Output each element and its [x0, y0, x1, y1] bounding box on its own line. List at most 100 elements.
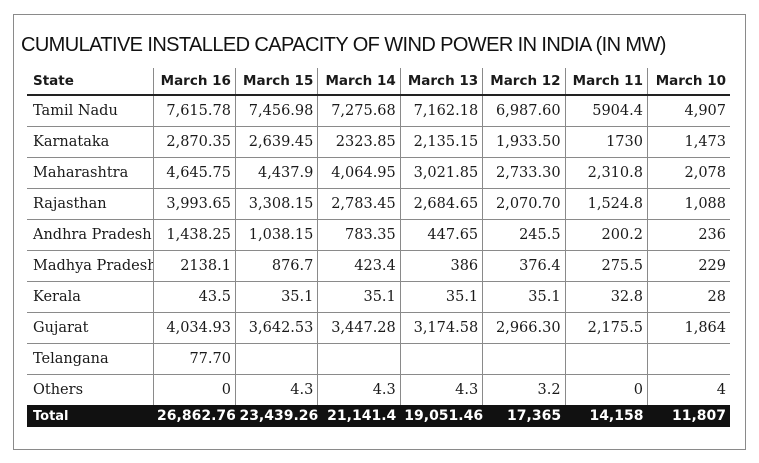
capacity-cell: 32.8: [564, 281, 648, 313]
header-march-12: March 12: [482, 68, 566, 96]
capacity-cell: [482, 343, 566, 375]
capacity-cell: 1,438.25: [152, 219, 236, 251]
total-cell: 11,807: [647, 405, 730, 427]
table-row: Madhya Pradesh 2138.1 876.7 423.4 386 376.4 27…: [27, 250, 730, 282]
table-row: Maharashtra 4,645.75 4,437.9 4,064.95 3,021.…: [27, 157, 730, 189]
capacity-cell: 2138.1: [152, 250, 236, 282]
state-name: Others: [27, 374, 154, 405]
header-march-10: March 10: [646, 68, 730, 96]
capacity-cell: 3,447.28: [317, 312, 401, 344]
total-cell: 19,051.46: [400, 405, 483, 427]
capacity-cell: 1,524.8: [564, 188, 648, 220]
state-name: Kerala: [27, 281, 154, 313]
capacity-cell: 5904.4: [564, 95, 648, 127]
capacity-cell: 386: [399, 250, 483, 282]
capacity-cell: 3,308.15: [234, 188, 318, 220]
table-row: Karnataka 2,870.35 2,639.45 2323.85 2,135.15…: [27, 126, 730, 158]
capacity-cell: [234, 343, 318, 375]
capacity-cell: 4.3: [317, 374, 401, 405]
table-frame: [13, 14, 746, 450]
capacity-cell: 2,070.70: [482, 188, 566, 220]
header-march-15: March 15: [234, 68, 318, 96]
capacity-cell: 35.1: [317, 281, 401, 313]
header-state: State: [27, 68, 154, 96]
table-row: Tamil Nadu 7,615.78 7,456.98 7,275.68 7,162.…: [27, 95, 730, 127]
capacity-cell: 35.1: [399, 281, 483, 313]
capacity-cell: 2,870.35: [152, 126, 236, 158]
capacity-cell: 28: [646, 281, 730, 313]
capacity-cell: 423.4: [317, 250, 401, 282]
capacity-cell: 783.35: [317, 219, 401, 251]
total-cell: 14,158: [565, 405, 648, 427]
table-row: Telangana 77.70: [27, 343, 730, 375]
total-label: Total: [27, 405, 154, 427]
capacity-cell: 7,615.78: [152, 95, 236, 127]
capacity-cell: 1730: [564, 126, 648, 158]
capacity-cell: 1,473: [646, 126, 730, 158]
total-cell: 26,862.76: [153, 405, 236, 427]
capacity-cell: 2323.85: [317, 126, 401, 158]
capacity-cell: 3,174.58: [399, 312, 483, 344]
header-march-11: March 11: [564, 68, 648, 96]
capacity-cell: 1,933.50: [482, 126, 566, 158]
total-cell: 23,439.26: [235, 405, 318, 427]
capacity-cell: 2,078: [646, 157, 730, 189]
capacity-cell: 3,021.85: [399, 157, 483, 189]
header-march-14: March 14: [317, 68, 401, 96]
state-name: Andhra Pradesh: [27, 219, 154, 251]
capacity-cell: 4,907: [646, 95, 730, 127]
wind-capacity-table: State March 16 March 15 March 14 March 1…: [27, 68, 730, 427]
capacity-cell: 236: [646, 219, 730, 251]
header-row: State March 16 March 15 March 14 March 1…: [27, 68, 730, 96]
state-name: Gujarat: [27, 312, 154, 344]
capacity-cell: [317, 343, 401, 375]
capacity-cell: 4.3: [234, 374, 318, 405]
capacity-cell: 43.5: [152, 281, 236, 313]
capacity-cell: 229: [646, 250, 730, 282]
capacity-cell: 4,034.93: [152, 312, 236, 344]
capacity-cell: 4.3: [399, 374, 483, 405]
capacity-cell: 2,639.45: [234, 126, 318, 158]
capacity-cell: 4,064.95: [317, 157, 401, 189]
capacity-cell: 35.1: [234, 281, 318, 313]
capacity-cell: 7,162.18: [399, 95, 483, 127]
capacity-cell: 77.70: [152, 343, 236, 375]
header-march-16: March 16: [152, 68, 236, 96]
header-march-13: March 13: [399, 68, 483, 96]
capacity-cell: 4,437.9: [234, 157, 318, 189]
capacity-cell: 2,783.45: [317, 188, 401, 220]
capacity-cell: 447.65: [399, 219, 483, 251]
total-cell: 17,365: [482, 405, 566, 427]
capacity-cell: 0: [152, 374, 236, 405]
capacity-cell: 1,088: [646, 188, 730, 220]
capacity-cell: 4: [646, 374, 730, 405]
capacity-cell: 245.5: [482, 219, 566, 251]
state-name: Telangana: [27, 343, 154, 375]
capacity-cell: 2,966.30: [482, 312, 566, 344]
table-title: CUMULATIVE INSTALLED CAPACITY OF WIND PO…: [21, 34, 666, 56]
capacity-cell: [646, 343, 730, 375]
table-row: Andhra Pradesh 1,438.25 1,038.15 783.35 447.…: [27, 219, 730, 251]
state-name: Tamil Nadu: [33, 103, 118, 119]
table-row: Rajasthan 3,993.65 3,308.15 2,783.45 2,684.6…: [27, 188, 730, 220]
capacity-cell: 376.4: [482, 250, 566, 282]
capacity-cell: 3.2: [482, 374, 566, 405]
table-row: Others 0 4.3 4.3 4.3 3.2 0 4: [27, 374, 730, 405]
capacity-cell: 2,175.5: [564, 312, 648, 344]
capacity-cell: 7,456.98: [234, 95, 318, 127]
capacity-cell: 2,684.65: [399, 188, 483, 220]
capacity-cell: 876.7: [234, 250, 318, 282]
capacity-cell: 2,310.8: [564, 157, 648, 189]
capacity-cell: 6,987.60: [482, 95, 566, 127]
capacity-cell: 2,733.30: [482, 157, 566, 189]
table-row: Gujarat 4,034.93 3,642.53 3,447.28 3,174.58 2…: [27, 312, 730, 344]
capacity-cell: 200.2: [564, 219, 648, 251]
state-name: Karnataka: [27, 126, 154, 158]
capacity-cell: 3,993.65: [152, 188, 236, 220]
total-cell: 21,141.4: [317, 405, 401, 427]
state-name: Maharashtra: [27, 157, 154, 189]
state-name: Rajasthan: [27, 188, 154, 220]
total-row: Total 26,862.76 23,439.26 21,141.4 19,05…: [27, 405, 730, 427]
capacity-cell: 3,642.53: [234, 312, 318, 344]
capacity-cell: [399, 343, 483, 375]
